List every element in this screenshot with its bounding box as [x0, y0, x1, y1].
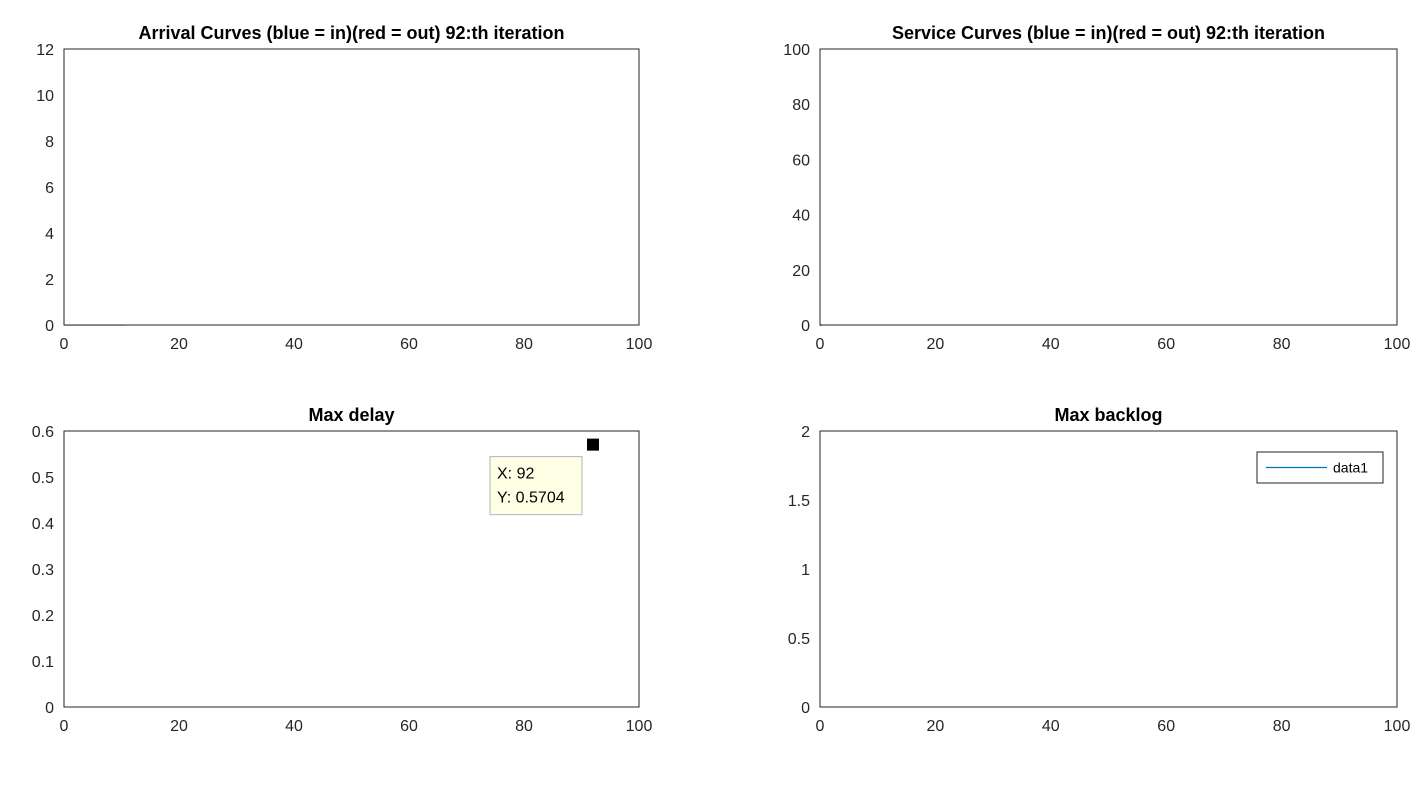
service-y-tick-label: 20 [792, 263, 810, 280]
delay-datatip-y: Y: 0.5704 [497, 490, 565, 507]
service-y-tick-label: 40 [792, 208, 810, 225]
arrival-y-tick-label: 12 [36, 42, 54, 59]
service-y-tick-label: 100 [783, 42, 810, 59]
delay-datatip-x: X: 92 [497, 466, 534, 483]
arrival-chart: Arrival Curves (blue = in)(red = out) 92… [36, 23, 652, 353]
service-y-tick-label: 80 [792, 97, 810, 114]
service-chart: Service Curves (blue = in)(red = out) 92… [783, 23, 1410, 353]
backlog-x-tick-label: 0 [816, 718, 825, 735]
delay-chart: Max delay 0 20 40 60 80 100 0 0.1 0.2 0.3 0.4 0.5 0.6… [32, 405, 653, 735]
arrival-axes-box [63, 48, 640, 326]
arrival-x-tick-label: 0 [60, 336, 69, 353]
backlog-y-tick-label: 1 [801, 562, 810, 579]
delay-y-tick-label: 0.4 [32, 516, 54, 533]
backlog-x-tick-label: 80 [1273, 718, 1291, 735]
delay-x-tick-label: 40 [285, 718, 303, 735]
delay-datatip-marker[interactable] [587, 438, 599, 451]
arrival-x-tick-label: 80 [515, 336, 533, 353]
delay-x-tick-label: 20 [170, 718, 188, 735]
arrival-title: Arrival Curves (blue = in)(red = out) 92… [138, 23, 564, 43]
delay-datatip-box[interactable] [489, 456, 583, 516]
service-axes-box [819, 48, 1398, 326]
backlog-x-tick-label: 40 [1042, 718, 1060, 735]
backlog-x-tick-label: 60 [1157, 718, 1175, 735]
delay-x-tick-label: 0 [60, 718, 69, 735]
arrival-y-tick-label: 8 [45, 134, 54, 151]
delay-title: Max delay [308, 405, 394, 425]
arrival-x-tick-label: 100 [626, 336, 653, 353]
delay-x-tick-label: 80 [515, 718, 533, 735]
arrival-x-tick-label: 20 [170, 336, 188, 353]
arrival-x-tick-label: 40 [285, 336, 303, 353]
backlog-y-tick-label: 0.5 [788, 631, 810, 648]
backlog-y-tick-label: 0 [801, 700, 810, 717]
service-x-tick-label: 0 [816, 336, 825, 353]
backlog-title: Max backlog [1054, 405, 1162, 425]
delay-y-tick-label: 0.1 [32, 654, 54, 671]
backlog-chart: Max backlog 0 20 40 60 80 100 0 0.5 1 1.5 2 data1 [788, 405, 1411, 735]
backlog-y-tick-label: 1.5 [788, 493, 810, 510]
backlog-x-tick-label: 20 [927, 718, 945, 735]
delay-y-tick-label: 0 [45, 700, 54, 717]
arrival-y-tick-label: 10 [36, 88, 54, 105]
service-title: Service Curves (blue = in)(red = out) 92… [892, 23, 1325, 43]
service-x-tick-label: 60 [1157, 336, 1175, 353]
service-x-tick-label: 80 [1273, 336, 1291, 353]
delay-x-tick-label: 100 [626, 718, 653, 735]
delay-y-tick-label: 0.2 [32, 608, 54, 625]
delay-y-tick-label: 0.6 [32, 424, 54, 441]
arrival-y-tick-label: 2 [45, 272, 54, 289]
delay-x-tick-label: 60 [400, 718, 418, 735]
arrival-y-tick-label: 4 [45, 226, 54, 243]
backlog-x-tick-label: 100 [1384, 718, 1411, 735]
backlog-y-tick-label: 2 [801, 424, 810, 441]
arrival-y-tick-label: 0 [45, 318, 54, 335]
arrival-x-tick-label: 60 [400, 336, 418, 353]
service-y-tick-label: 0 [801, 318, 810, 335]
service-y-tick-label: 60 [792, 152, 810, 169]
delay-y-tick-label: 0.5 [32, 470, 54, 487]
arrival-y-tick-label: 6 [45, 180, 54, 197]
service-x-tick-label: 20 [927, 336, 945, 353]
service-x-tick-label: 100 [1384, 336, 1411, 353]
delay-y-tick-label: 0.3 [32, 562, 54, 579]
backlog-legend-label: data1 [1333, 460, 1368, 476]
service-x-tick-label: 40 [1042, 336, 1060, 353]
